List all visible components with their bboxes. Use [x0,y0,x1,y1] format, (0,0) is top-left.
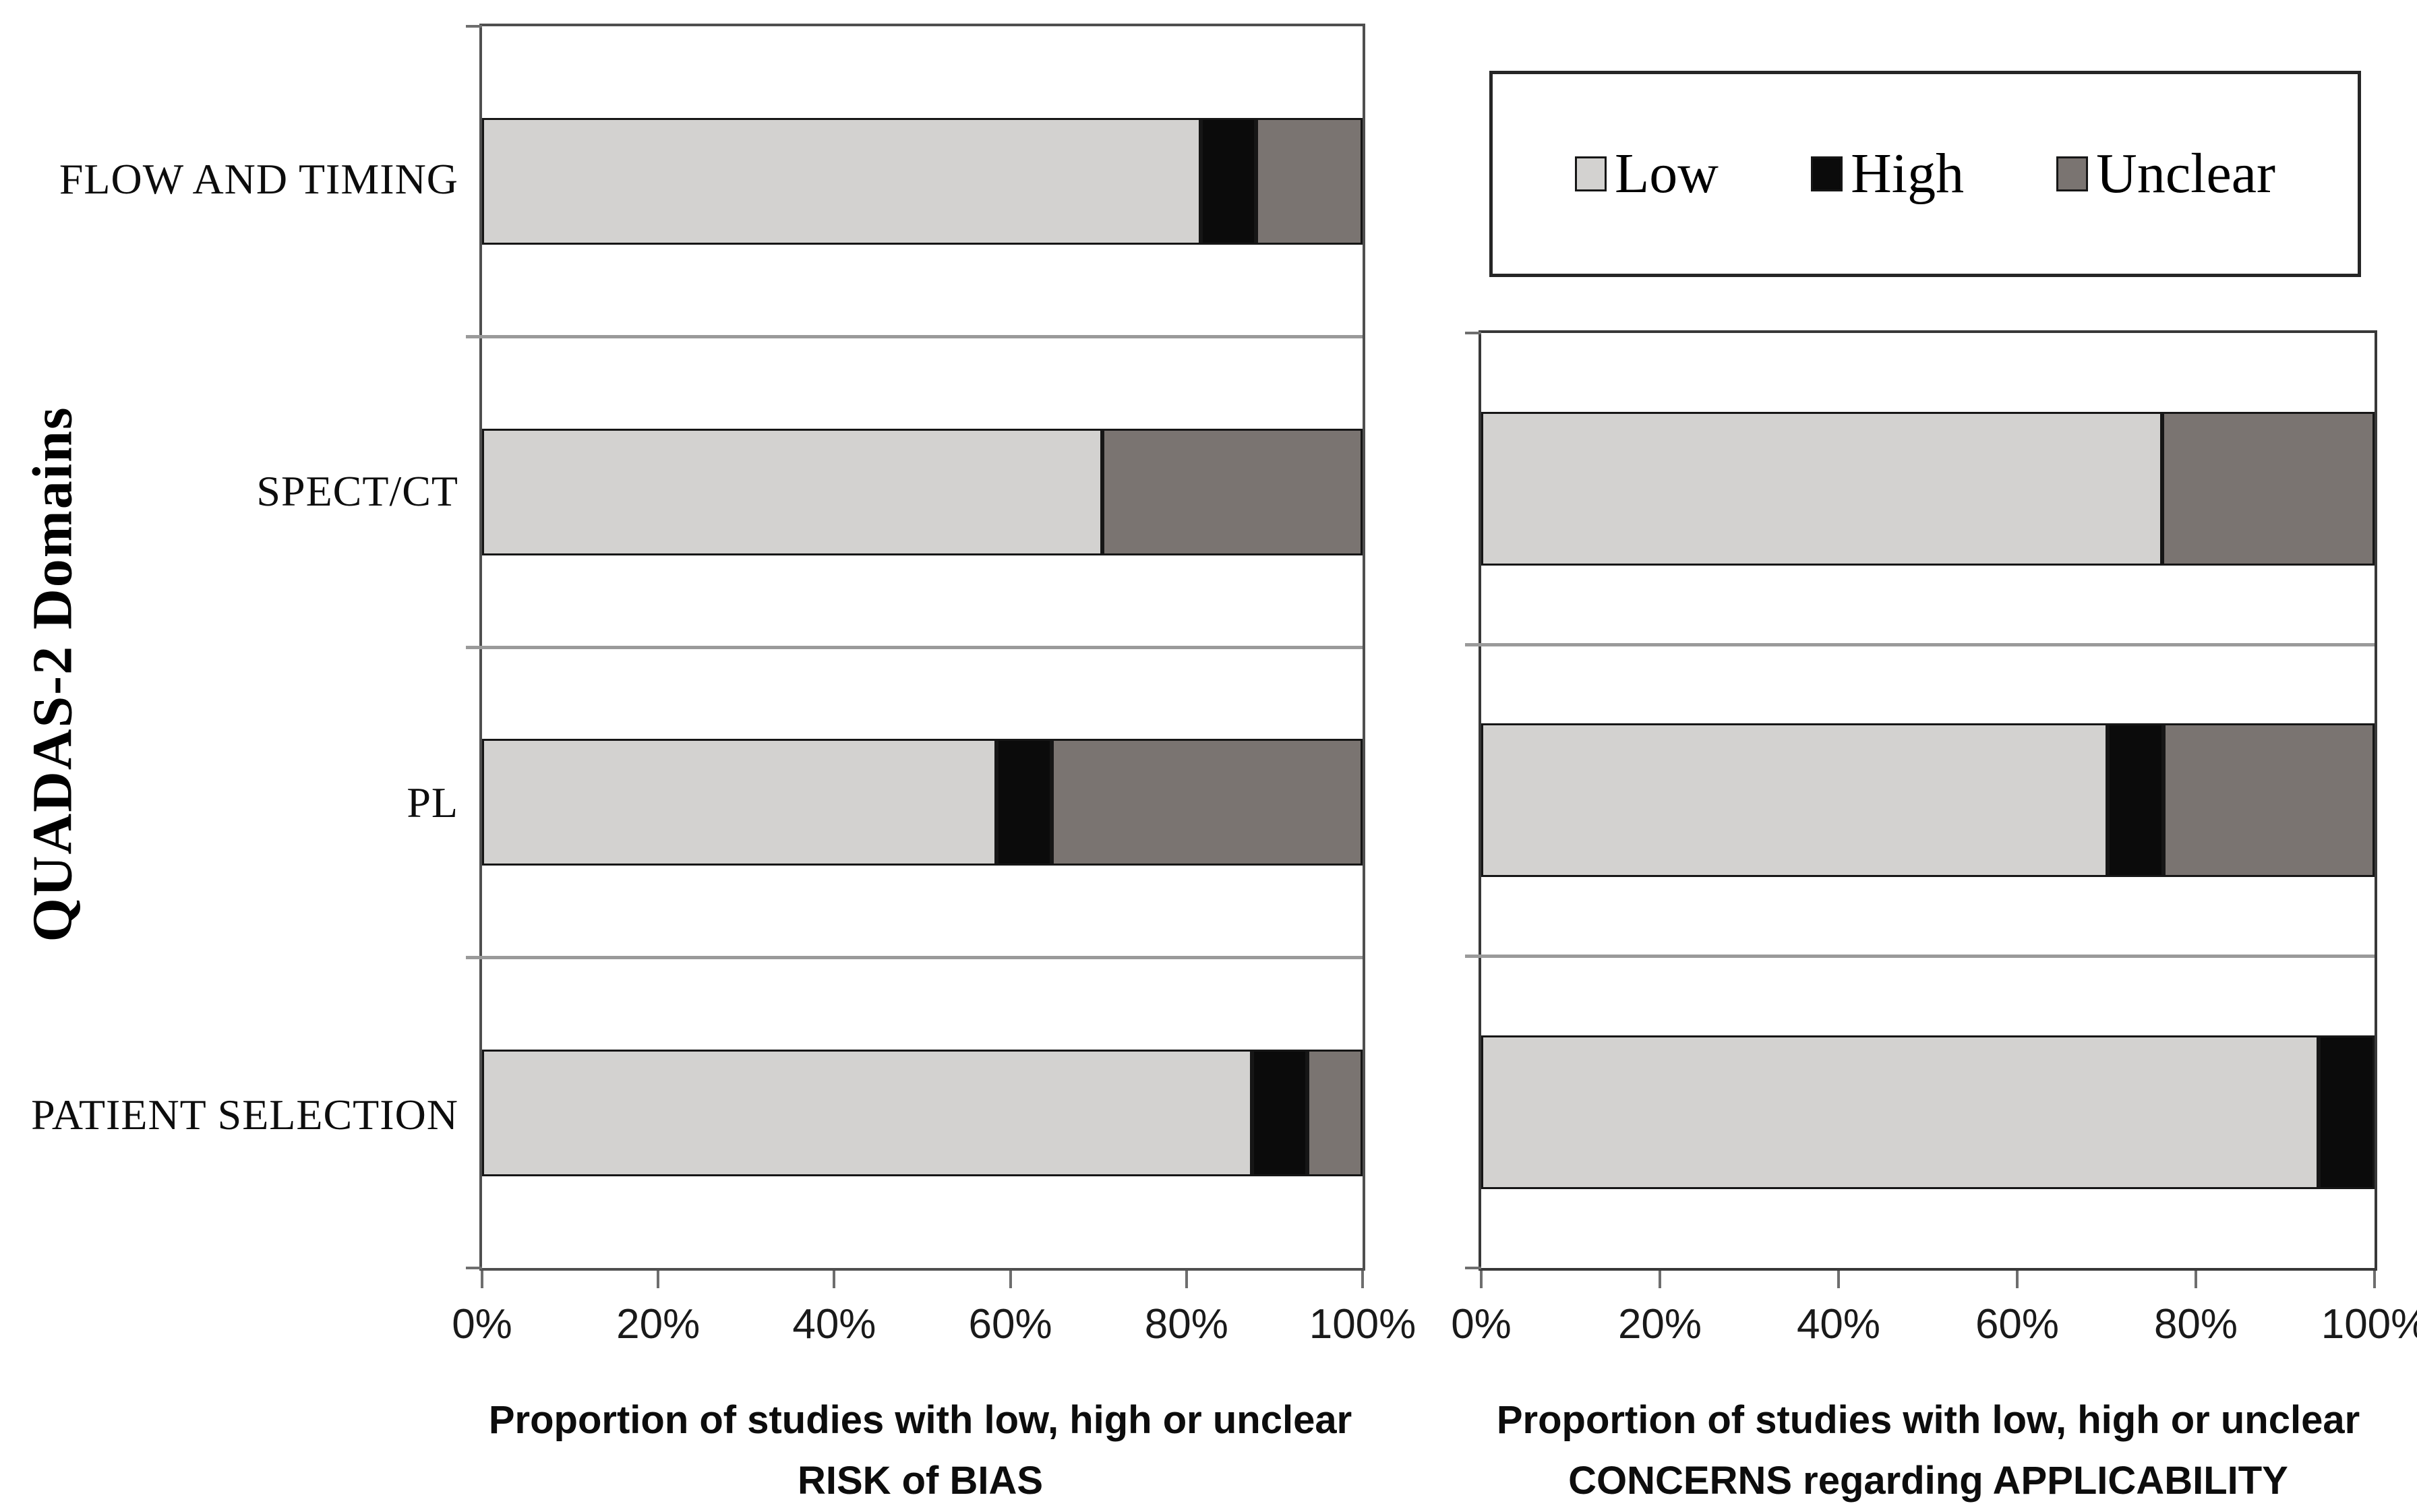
legend: Low High Unclear [1489,71,2361,277]
y-axis-edge-tick [466,1267,482,1269]
y-axis-edge-tick [1465,332,1481,334]
category-separator-line [1465,955,2375,959]
stacked-bar-pl [1481,723,2375,878]
high-segment-pl [996,739,1052,866]
stacked-bar-spect-ct [482,428,1363,555]
stacked-bar-spect-ct [1481,412,2375,566]
low-segment-patient-selection [482,1049,1253,1176]
x-axis-title-line2: CONCERNS regarding APPLICABILITY [1568,1458,2288,1503]
x-axis-title-applicability: Proportion of studies with low, high or … [1423,1390,2417,1511]
legend-label-low: Low [1615,142,1719,205]
category-separator-line [466,645,1363,649]
x-tick-label-60: 60% [1975,1301,2060,1348]
low-segment-spect-ct [1481,412,2163,566]
unclear-segment-spect-ct [2162,412,2375,566]
low-segment-spect-ct [482,428,1102,555]
chart-row-patient-selection [1481,957,2375,1268]
x-tick-label-80: 80% [1144,1301,1228,1348]
low-segment-flow-and-timing [482,118,1201,245]
stacked-bar-flow-and-timing [482,118,1363,245]
unclear-swatch-icon [2056,156,2089,191]
applicability-concerns-chart: 0% 20% 40% 60% 80% 100% [1451,330,2417,1348]
category-label-flow-and-timing: FLOW AND TIMING [59,155,458,204]
chart-row-patient-selection [482,958,1363,1269]
risk-of-bias-chart: 0% 20% 40% 60% 80% 100% [452,24,1416,1348]
x-tick-mark [2373,1271,2376,1288]
category-label-pl: PL [407,779,458,827]
chart-row-pl [1481,644,2375,956]
x-tick-label-100: 100% [2321,1301,2417,1348]
chart-row-pl [482,647,1363,958]
category-separator-line [466,335,1363,338]
category-label-patient-selection: PATIENT SELECTION [31,1090,458,1139]
category-label-spect-ct: SPECT/CT [256,466,458,515]
x-tick-mark [1837,1271,1840,1288]
legend-item-low: Low [1575,146,1719,202]
x-axis-title-risk-of-bias: Proportion of studies with low, high or … [431,1390,1409,1511]
high-swatch-icon [1811,156,1843,191]
x-tick-label-0: 0% [1451,1301,1512,1348]
unclear-segment-patient-selection [1307,1049,1363,1176]
legend-label-unclear: Unclear [2096,142,2275,205]
x-tick-mark [1009,1271,1012,1288]
legend-label-high: High [1851,142,1965,205]
x-tick-mark [2016,1271,2019,1288]
x-tick-label-0: 0% [452,1301,512,1348]
x-tick-label-80: 80% [2153,1301,2238,1348]
x-tick-label-20: 20% [1617,1301,1702,1348]
low-segment-patient-selection [1481,1035,2319,1189]
low-swatch-icon [1575,156,1607,191]
chart-row-spect-ct [1481,333,2375,644]
category-separator-line [466,956,1363,959]
x-tick-mark [1659,1271,1661,1288]
high-segment-patient-selection [1252,1049,1307,1176]
x-tick-label-20: 20% [616,1301,700,1348]
x-tick-label-60: 60% [968,1301,1052,1348]
x-tick-mark [481,1271,483,1288]
low-segment-pl [1481,723,2108,878]
stacked-bar-pl [482,739,1363,866]
category-separator-line [1465,642,2375,646]
unclear-segment-flow-and-timing [1256,118,1363,245]
x-tick-label-40: 40% [792,1301,876,1348]
y-axis-edge-tick [1465,1267,1481,1269]
high-segment-pl [2107,723,2164,878]
stacked-bar-patient-selection [482,1049,1363,1176]
unclear-segment-pl [2163,723,2375,878]
low-segment-pl [482,739,997,866]
legend-item-unclear: Unclear [2056,146,2275,202]
x-axis-title-line1: Proportion of studies with low, high or … [488,1398,1352,1442]
chart-row-spect-ct [482,337,1363,648]
category-label-column: FLOW AND TIMING SPECT/CT PL PATIENT SELECTI… [27,24,458,1271]
stacked-bar-patient-selection [1481,1035,2375,1189]
x-tick-mark [2195,1271,2197,1288]
x-tick-mark [1361,1271,1364,1288]
y-axis-edge-tick [466,25,482,28]
x-tick-mark [1480,1271,1483,1288]
x-tick-label-100: 100% [1309,1301,1416,1348]
x-axis-title-line2: RISK of BIAS [797,1458,1044,1503]
x-tick-mark [833,1271,836,1288]
unclear-segment-spect-ct [1102,428,1363,555]
chart-row-flow-and-timing [482,26,1363,337]
unclear-segment-pl [1052,739,1363,866]
x-tick-mark [657,1271,660,1288]
x-tick-label-40: 40% [1796,1301,1881,1348]
x-axis-title-line1: Proportion of studies with low, high or … [1496,1398,2360,1442]
high-segment-flow-and-timing [1201,118,1257,245]
high-segment-patient-selection [2318,1035,2375,1189]
x-tick-mark [1185,1271,1188,1288]
legend-item-high: High [1811,146,1964,202]
